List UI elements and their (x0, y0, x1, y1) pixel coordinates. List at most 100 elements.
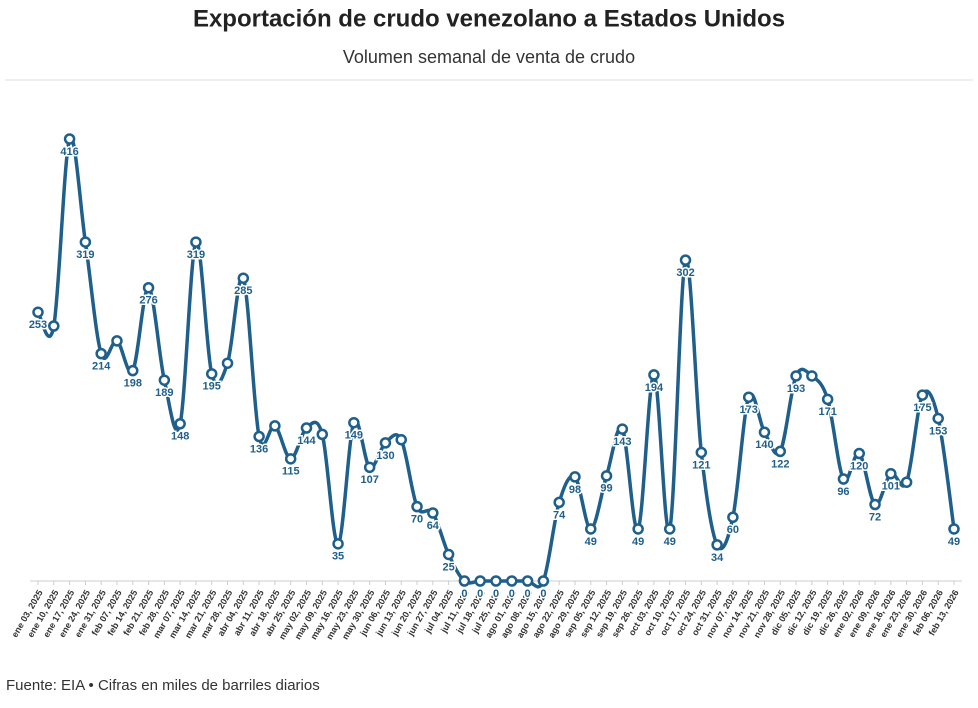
point (679, 254, 692, 266)
point (158, 374, 171, 386)
point (332, 538, 344, 550)
point (853, 447, 865, 460)
point (869, 498, 881, 511)
point (300, 422, 313, 434)
point (585, 523, 597, 535)
point (142, 282, 155, 294)
value-label: 276 (139, 295, 157, 307)
line (36, 135, 956, 589)
value-label: 0 (540, 588, 546, 600)
value-label: 74 (553, 509, 566, 521)
value-label: 49 (632, 536, 644, 548)
value-label: 120 (850, 460, 868, 472)
point (837, 473, 850, 485)
value-label: 35 (332, 551, 344, 563)
value-label: 121 (692, 459, 710, 471)
value-label: 319 (187, 249, 205, 261)
value-label: 49 (664, 536, 676, 548)
point (190, 236, 202, 248)
point (253, 430, 265, 443)
value-label: 136 (250, 443, 268, 455)
point (127, 364, 139, 377)
value-label: 189 (155, 387, 173, 399)
point (506, 575, 518, 587)
point (632, 523, 644, 535)
value-label: 253 (29, 319, 47, 331)
point (916, 389, 929, 401)
point (790, 370, 802, 382)
point (95, 347, 107, 360)
point (758, 426, 771, 438)
point (442, 548, 455, 561)
point (111, 335, 123, 347)
point (711, 539, 723, 551)
value-label: 122 (771, 458, 789, 470)
point (885, 467, 897, 480)
point (600, 470, 613, 482)
point (490, 575, 502, 587)
point (48, 320, 60, 332)
point (616, 423, 629, 435)
point (948, 523, 960, 535)
point (316, 428, 329, 441)
value-label: 0 (477, 588, 483, 600)
point (174, 418, 186, 430)
point (821, 393, 834, 406)
point (695, 446, 708, 459)
value-label: 0 (509, 588, 515, 600)
point (411, 500, 423, 513)
value-label: 416 (60, 146, 78, 158)
value-label: 214 (92, 361, 111, 373)
value-label: 107 (360, 474, 378, 486)
value-label: 49 (948, 536, 960, 548)
value-label: 319 (76, 249, 94, 261)
point (537, 575, 550, 587)
value-label: 0 (461, 588, 467, 600)
value-label: 70 (411, 514, 423, 526)
point (205, 368, 218, 380)
point (363, 461, 376, 474)
value-label: 96 (837, 486, 849, 498)
point (32, 306, 44, 318)
chart-title: Exportación de crudo venezolano a Estado… (193, 5, 785, 32)
point (395, 433, 407, 446)
value-label: 140 (755, 439, 773, 451)
value-label: 0 (525, 588, 531, 600)
value-label: 0 (493, 588, 499, 600)
point (63, 133, 76, 145)
value-label: 72 (869, 511, 881, 523)
point (648, 369, 660, 381)
point (663, 523, 676, 535)
point (774, 445, 787, 458)
point (284, 453, 297, 465)
point (269, 420, 281, 432)
point (806, 370, 818, 382)
value-label: 49 (585, 536, 597, 548)
value-label: 99 (600, 483, 612, 495)
value-label: 60 (727, 524, 739, 536)
point (900, 476, 913, 488)
value-label: 194 (645, 382, 664, 394)
value-label: 175 (913, 402, 931, 414)
point (932, 412, 944, 425)
value-label: 285 (234, 285, 252, 297)
point (427, 507, 439, 519)
value-label: 98 (569, 484, 581, 496)
point (569, 471, 581, 483)
value-label: 195 (203, 381, 221, 393)
value-label: 34 (711, 552, 724, 564)
value-label: 198 (124, 378, 142, 390)
value-label: 25 (442, 561, 454, 573)
value-label: 144 (297, 435, 316, 447)
point (474, 575, 486, 587)
point (348, 416, 360, 429)
value-label: 101 (882, 481, 900, 493)
value-label: 171 (818, 406, 836, 418)
value-label: 64 (427, 520, 440, 532)
value-label: 302 (676, 267, 694, 279)
point (458, 575, 471, 587)
point (221, 357, 234, 369)
value-label: 193 (787, 383, 805, 395)
chart-subtitle: Volumen semanal de venta de crudo (343, 47, 635, 67)
